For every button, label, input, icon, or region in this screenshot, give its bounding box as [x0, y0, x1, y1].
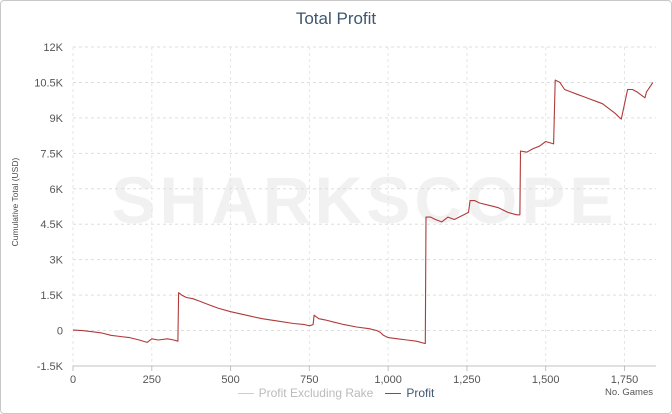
- chart-title: Total Profit: [295, 9, 377, 28]
- x-tick-label: 1,250: [453, 374, 481, 386]
- y-tick-label: 12K: [43, 42, 63, 54]
- legend-label: Profit Excluding Rake: [258, 386, 374, 400]
- y-tick-label: -1.5K: [37, 361, 64, 373]
- y-tick-label: 10.5K: [34, 77, 63, 89]
- x-axis-label: No. Games: [604, 387, 653, 398]
- y-tick-label: 3K: [50, 255, 64, 267]
- y-tick-label: 4.5K: [40, 219, 63, 231]
- x-tick-label: 1,000: [374, 374, 402, 386]
- x-tick-label: 0: [70, 374, 76, 386]
- grid: [72, 46, 656, 367]
- legend-item-profit-excluding-rake[interactable]: Profit Excluding Rake: [237, 386, 374, 400]
- x-ticks: 0 250 500 750 1,000 1,250 1,500 1,750: [70, 366, 638, 386]
- x-tick-label: 250: [143, 374, 161, 386]
- series-group: [72, 79, 654, 345]
- x-tick-label: 500: [221, 374, 239, 386]
- x-tick-label: 1,750: [611, 374, 639, 386]
- legend-label: Profit: [406, 386, 435, 400]
- y-tick-label: 0: [57, 326, 63, 338]
- x-tick-label: 1,500: [532, 374, 560, 386]
- legend-line-icon: [237, 392, 254, 394]
- series-line-profit: [72, 79, 654, 345]
- y-tick-label: 1.5K: [40, 290, 63, 302]
- legend: Profit Excluding Rake Profit: [1, 386, 671, 400]
- y-tick-label: 7.5K: [40, 148, 63, 160]
- x-tick-label: 750: [300, 374, 318, 386]
- y-tick-label: 9K: [50, 113, 64, 125]
- legend-item-profit[interactable]: Profit: [385, 386, 434, 400]
- y-tick-label: 6K: [50, 184, 64, 196]
- y-ticks: 12K 10.5K 9K 7.5K 6K 4.5K 3K 1.5K 0 -1.5K: [34, 42, 63, 373]
- legend-line-icon: [385, 392, 402, 394]
- watermark-text: SHARKSCOPE: [112, 163, 618, 237]
- watermark: SHARKSCOPE: [112, 163, 618, 237]
